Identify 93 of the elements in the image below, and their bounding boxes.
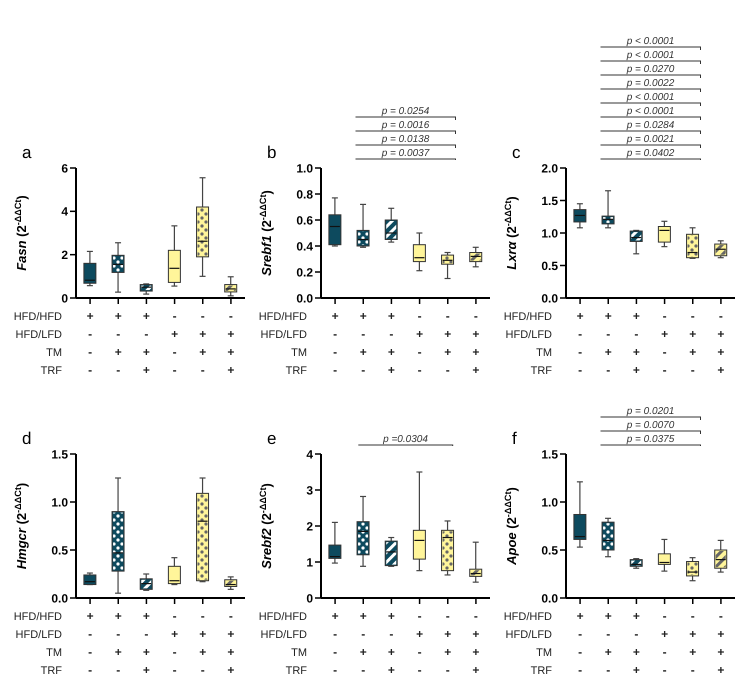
y-tick-label: 0.5 (51, 543, 68, 558)
text: p =0.0304 (382, 434, 428, 445)
x-tick-label: - + + - (689, 609, 696, 677)
y-tick-label: 3 (306, 483, 314, 498)
x-tick-label: + - - - (86, 609, 94, 677)
x-tick-label: - + - - (661, 609, 668, 677)
y-tick-label: 1.0 (296, 161, 314, 176)
chart-title: b (267, 143, 276, 162)
y-tick-label: 2 (61, 248, 68, 262)
y-tick-label: 1 (306, 555, 314, 570)
text: p = 0.0022 (626, 78, 675, 89)
x-tick-label: + - - - (576, 609, 584, 677)
text: p < 0.0001 (626, 92, 674, 103)
x-tick-label: - + + + (717, 309, 724, 377)
chart-title: a (22, 143, 32, 162)
y-tick-label: 0.4 (296, 239, 314, 254)
x-axis-title: HFD/HFD HFD/LFD TM TRF (504, 311, 552, 377)
x-tick-label: + - + - (604, 609, 612, 677)
x-tick-label: - + + - (444, 609, 452, 677)
x-tick-label: + - - - (332, 609, 339, 677)
y-tick-label: 1.0 (51, 495, 68, 510)
y-tick-label: 0 (61, 291, 68, 306)
x-tick-label: + - + + (632, 609, 640, 677)
x-tick-label: - + + - (444, 309, 452, 377)
x-tick-label: + - + + (388, 609, 395, 677)
text: p < 0.0001 (626, 50, 674, 61)
x-tick-label: - + + + (717, 609, 724, 677)
x-tick-label: + - + + (632, 309, 640, 377)
y-tick-label: 1.5 (541, 194, 558, 208)
x-tick-label: - + + + (227, 309, 234, 377)
x-tick-label: - + - - (661, 309, 668, 377)
chart-title: f (512, 429, 517, 448)
y-tick-label: 0.0 (296, 291, 314, 306)
x-axis-title: HFD/HFD HFD/LFD TM TRF (14, 311, 62, 377)
y-tick-label: 4 (61, 204, 68, 219)
text: p = 0.0402 (626, 148, 675, 159)
chart-title: e (267, 429, 276, 448)
text: p = 0.0016 (380, 120, 430, 131)
y-tick-label: 0.0 (541, 291, 558, 306)
y-tick-label: 0.0 (51, 591, 68, 606)
y-tick-label: 0.0 (541, 591, 558, 606)
x-tick-label: + - + - (360, 309, 367, 377)
x-axis-title: HFD/HFD HFD/LFD TM TRF (258, 311, 308, 377)
x-axis-title: HFD/HFD HFD/LFD TM TRF (504, 611, 552, 677)
chart-title: d (22, 429, 32, 448)
text: p = 0.0375 (626, 434, 675, 445)
text: p < 0.0001 (626, 36, 674, 47)
y-tick-label: 1.5 (541, 447, 558, 462)
y-tick-label: 0 (306, 591, 314, 606)
y-tick-label: 1.0 (541, 495, 558, 510)
x-tick-label: + - + - (114, 609, 122, 677)
x-tick-label: - + + - (689, 309, 696, 377)
y-tick-label: 6 (61, 161, 68, 176)
x-tick-label: + - + - (360, 609, 367, 677)
x-tick-label: + - + + (142, 609, 150, 677)
text: p = 0.0070 (626, 420, 675, 431)
text: p = 0.0201 (626, 406, 674, 417)
text: p = 0.0270 (626, 64, 675, 75)
text: p = 0.0284 (626, 120, 675, 131)
x-tick-label: + - - - (576, 309, 584, 377)
text: p = 0.0138 (380, 134, 430, 145)
y-tick-label: 0.5 (541, 543, 558, 558)
x-tick-label: - + - - (416, 309, 424, 377)
text: p = 0.0254 (380, 106, 430, 117)
text: p = 0.0021 (626, 134, 674, 145)
y-tick-label: 1.5 (51, 447, 68, 462)
y-tick-label: 4 (306, 447, 314, 462)
x-tick-label: - + - - (171, 309, 178, 377)
x-tick-label: + - + - (604, 309, 612, 377)
x-tick-label: + - - - (332, 309, 339, 377)
text: p < 0.0001 (626, 106, 674, 117)
x-tick-label: + - + + (388, 309, 395, 377)
y-tick-label: 2.0 (541, 161, 558, 176)
x-axis-title: HFD/HFD HFD/LFD TM TRF (258, 611, 308, 677)
y-tick-label: 0.2 (296, 265, 314, 280)
x-tick-label: - + + - (199, 609, 206, 677)
chart-title: c (512, 143, 521, 162)
y-tick-label: 1.0 (541, 226, 558, 240)
x-tick-label: - + - - (416, 609, 424, 677)
y-tick-label: 0.5 (541, 258, 558, 273)
x-tick-label: - + + + (472, 609, 480, 677)
y-tick-label: 2 (306, 519, 314, 534)
text: p = 0.0037 (380, 148, 430, 159)
x-tick-label: - + + - (199, 309, 206, 377)
x-tick-label: + - + - (114, 309, 122, 377)
x-tick-label: - + - - (171, 609, 178, 677)
x-tick-label: + - + + (142, 309, 150, 377)
y-tick-label: 0.8 (296, 187, 314, 202)
x-tick-label: - + + + (227, 609, 234, 677)
x-tick-label: - + + + (472, 309, 480, 377)
x-tick-label: + - - - (86, 309, 94, 377)
x-axis-title: HFD/HFD HFD/LFD TM TRF (14, 611, 62, 677)
y-tick-label: 0.6 (296, 213, 314, 228)
